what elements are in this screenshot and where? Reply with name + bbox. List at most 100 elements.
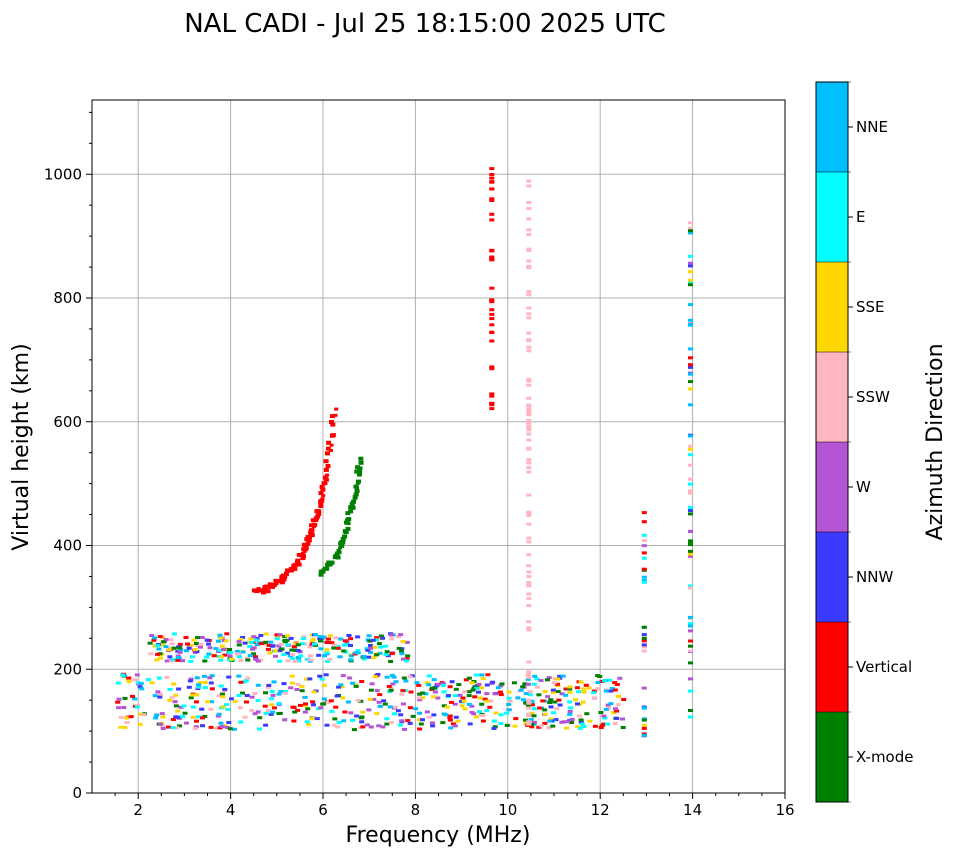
echo-point bbox=[138, 681, 144, 685]
echo-point bbox=[186, 685, 192, 689]
echo-point bbox=[584, 712, 590, 716]
echo-point bbox=[195, 636, 200, 640]
echo-point bbox=[177, 646, 183, 650]
echo-point bbox=[569, 721, 574, 724]
echo-point bbox=[249, 708, 255, 712]
echo-point bbox=[527, 690, 533, 694]
echo-point bbox=[276, 579, 282, 584]
echo-point bbox=[353, 492, 359, 497]
echo-point bbox=[426, 683, 432, 687]
echo-point bbox=[151, 638, 157, 642]
echo-point bbox=[531, 720, 537, 724]
echo-point bbox=[480, 714, 485, 717]
echo-point bbox=[195, 643, 200, 647]
echo-point bbox=[482, 697, 488, 701]
echo-point bbox=[563, 693, 569, 697]
echo-point bbox=[289, 648, 295, 652]
echo-point bbox=[159, 712, 165, 716]
echo-point bbox=[160, 640, 166, 644]
echo-point bbox=[190, 705, 196, 709]
echo-point bbox=[405, 654, 411, 658]
echo-point bbox=[188, 696, 194, 700]
echo-point bbox=[357, 472, 362, 477]
echo-point bbox=[367, 639, 373, 643]
x-tick-label: 14 bbox=[683, 801, 702, 819]
echo-point bbox=[583, 683, 589, 687]
echo-point bbox=[526, 575, 532, 578]
echo-point bbox=[288, 686, 294, 690]
echo-point bbox=[526, 626, 532, 630]
echo-point bbox=[247, 654, 253, 658]
echo-point bbox=[332, 643, 337, 647]
echo-point bbox=[272, 649, 278, 653]
echo-point bbox=[490, 680, 496, 684]
echo-point bbox=[302, 704, 308, 708]
echo-point bbox=[397, 723, 403, 727]
echo-point bbox=[281, 682, 287, 686]
echo-point bbox=[279, 580, 285, 585]
echo-point bbox=[308, 528, 314, 533]
echo-point bbox=[461, 699, 467, 703]
echo-point bbox=[321, 702, 327, 706]
echo-point bbox=[213, 647, 219, 651]
echo-point bbox=[688, 639, 693, 643]
echo-point bbox=[432, 686, 438, 689]
echo-point bbox=[390, 682, 396, 686]
echo-point bbox=[375, 672, 381, 676]
echo-point bbox=[218, 684, 224, 688]
echo-point bbox=[285, 568, 291, 573]
echo-point bbox=[389, 673, 395, 677]
echo-point bbox=[488, 699, 494, 703]
echo-point bbox=[591, 689, 597, 693]
echo-point bbox=[224, 632, 230, 636]
echo-point bbox=[279, 647, 285, 651]
echo-point bbox=[342, 639, 348, 643]
echo-point bbox=[202, 674, 207, 678]
echo-point bbox=[310, 518, 316, 523]
echo-point bbox=[134, 673, 140, 677]
echo-point bbox=[141, 713, 147, 717]
echo-point bbox=[526, 553, 532, 557]
echo-point bbox=[384, 675, 390, 679]
echo-point bbox=[334, 553, 340, 558]
echo-point bbox=[498, 713, 504, 717]
echo-point bbox=[581, 725, 587, 728]
echo-point bbox=[348, 509, 354, 514]
echo-point bbox=[171, 646, 177, 650]
echo-point bbox=[236, 643, 242, 647]
echo-point bbox=[205, 700, 211, 704]
echo-point bbox=[615, 703, 621, 707]
echo-point bbox=[457, 693, 463, 697]
echo-point bbox=[489, 317, 495, 321]
echo-point bbox=[156, 676, 162, 680]
echo-point bbox=[550, 690, 556, 694]
echo-point bbox=[430, 724, 436, 728]
echo-point bbox=[313, 633, 319, 637]
echo-point bbox=[160, 727, 166, 730]
echo-point bbox=[377, 693, 383, 697]
echo-point bbox=[617, 676, 623, 680]
echo-point bbox=[309, 533, 315, 538]
echo-point bbox=[526, 410, 532, 414]
echo-point bbox=[318, 639, 323, 643]
echo-point bbox=[382, 644, 388, 648]
echo-point bbox=[166, 725, 171, 729]
echo-point bbox=[327, 634, 333, 638]
echo-point bbox=[295, 558, 301, 563]
echo-point bbox=[248, 637, 254, 641]
echo-point bbox=[295, 708, 301, 712]
echo-point bbox=[547, 719, 553, 723]
echo-point bbox=[548, 698, 554, 702]
echo-point bbox=[688, 283, 693, 287]
echo-point bbox=[531, 707, 537, 711]
echo-point bbox=[325, 660, 331, 663]
echo-point bbox=[255, 699, 261, 702]
echo-point bbox=[307, 645, 313, 649]
echo-point bbox=[310, 700, 316, 704]
echo-point bbox=[515, 696, 521, 700]
echo-point bbox=[199, 636, 205, 639]
echo-point bbox=[171, 682, 177, 686]
echo-point bbox=[190, 715, 196, 719]
echo-point bbox=[337, 655, 343, 659]
echo-point bbox=[548, 705, 554, 709]
